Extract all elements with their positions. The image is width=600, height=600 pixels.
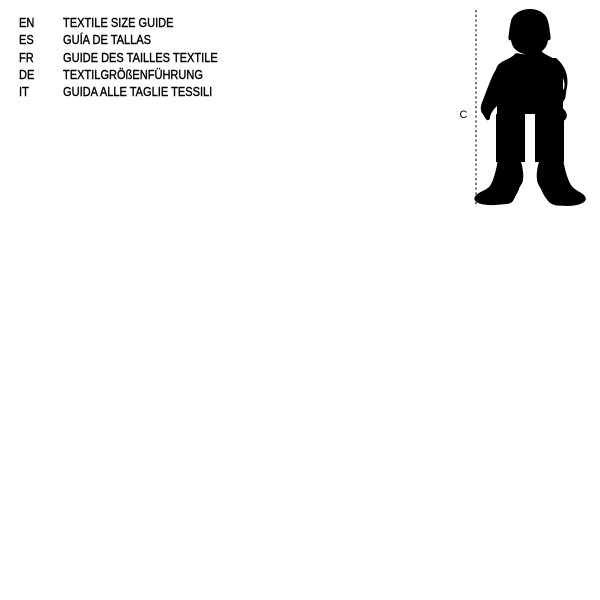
svg-text:C: C [460, 109, 468, 121]
